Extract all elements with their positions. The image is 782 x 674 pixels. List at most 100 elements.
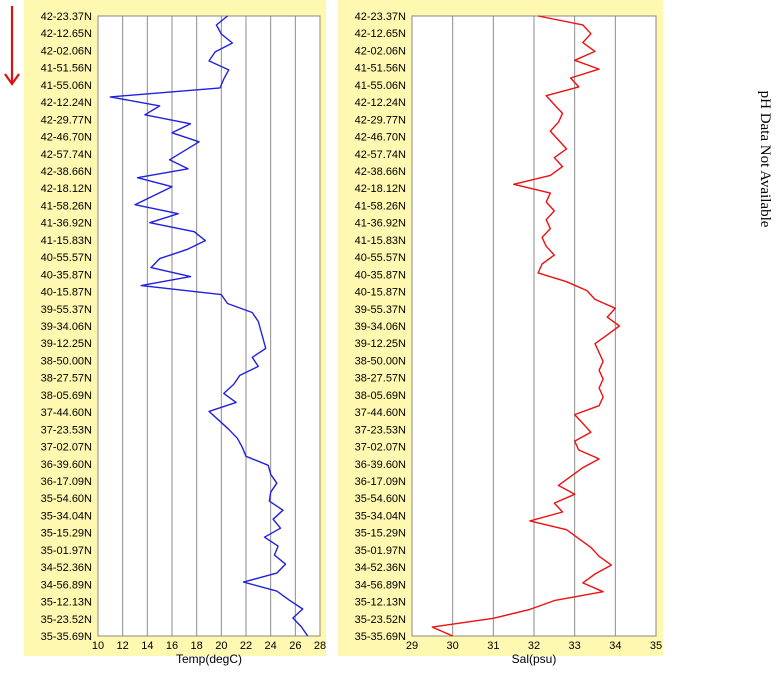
temp-y-tick-label: 42-02.06N (41, 45, 92, 57)
sal-x-tick-label: 34 (609, 640, 621, 652)
temp-x-tick-label: 18 (191, 640, 203, 652)
temp-x-axis-label: Temp(degC) (176, 652, 242, 666)
temp-y-tick-label: 40-35.87N (41, 269, 92, 281)
sal-y-tick-label: 35-54.60N (355, 493, 406, 505)
sal-x-tick-label: 35 (650, 640, 662, 652)
temp-y-tick-label: 35-01.97N (41, 545, 92, 557)
sal-y-tick-label: 36-17.09N (355, 476, 406, 488)
temp-y-tick-label: 42-23.37N (41, 11, 92, 23)
sal-y-tick-label: 42-38.66N (355, 166, 406, 178)
temp-y-tick-label: 42-29.77N (41, 114, 92, 126)
sal-series-line (431, 15, 621, 637)
temp-y-tick-label: 34-56.89N (41, 579, 92, 591)
sal-x-tick-label: 32 (528, 640, 540, 652)
sal-y-tick-label: 42-46.70N (355, 132, 406, 144)
temp-x-tick-label: 12 (117, 640, 129, 652)
sal-x-tick-label: 30 (447, 640, 459, 652)
temp-y-tick-label: 38-27.57N (41, 373, 92, 385)
temp-x-tick-label: 26 (289, 640, 301, 652)
sal-y-tick-label: 35-12.13N (355, 597, 406, 609)
temp-y-tick-label: 41-58.26N (41, 200, 92, 212)
sal-y-tick-label: 40-15.87N (355, 287, 406, 299)
temp-y-tick-label: 41-51.56N (41, 63, 92, 75)
sal-y-tick-label: 35-35.69N (355, 631, 406, 643)
sal-y-tick-label: 35-01.97N (355, 545, 406, 557)
sal-y-tick-label: 38-50.00N (355, 355, 406, 367)
temp-x-tick-label: 14 (141, 640, 153, 652)
temp-x-tick-label: 22 (240, 640, 252, 652)
sal-y-tick-label: 41-55.06N (355, 80, 406, 92)
sal-x-axis-label: Sal(psu) (512, 652, 557, 666)
temp-y-tick-label: 42-38.66N (41, 166, 92, 178)
temp-y-tick-label: 40-15.87N (41, 287, 92, 299)
temp-plot-area (97, 15, 321, 637)
temp-y-tick-label: 42-18.12N (41, 183, 92, 195)
temperature-chart: 10 12 14 16 18 20 22 24 26 28 Temp(degC) 42-23.37N 4… (24, 0, 326, 666)
sal-y-tick-label: 35-23.52N (355, 614, 406, 626)
temp-y-tick-label: 39-55.37N (41, 304, 92, 316)
temp-y-tick-label: 36-39.60N (41, 459, 92, 471)
direction-arrow-head (4, 73, 20, 86)
sal-y-tick-label: 38-05.69N (355, 390, 406, 402)
sal-y-tick-label: 39-12.25N (355, 338, 406, 350)
sal-y-tick-label: 35-15.29N (355, 528, 406, 540)
ph-unavailable-text: pH Data Not Available (757, 91, 773, 228)
temp-y-tick-label: 41-36.92N (41, 218, 92, 230)
sal-y-tick-label: 42-12.24N (355, 97, 406, 109)
temp-y-tick-label: 42-46.70N (41, 132, 92, 144)
salinity-chart: 29 30 31 32 33 34 35 Sal(psu) 42-23.37N 42-12.65N… (338, 0, 663, 666)
sal-y-tick-label: 42-29.77N (355, 114, 406, 126)
temp-y-tick-label: 38-05.69N (41, 390, 92, 402)
temp-x-tick-label: 28 (314, 640, 326, 652)
sal-y-tick-label: 35-34.04N (355, 510, 406, 522)
temp-y-tick-label: 34-52.36N (41, 562, 92, 574)
sal-y-tick-label: 42-57.74N (355, 149, 406, 161)
temp-y-tick-label: 40-55.57N (41, 252, 92, 264)
sal-y-tick-label: 37-02.07N (355, 442, 406, 454)
sal-y-tick-label: 41-36.92N (355, 218, 406, 230)
temp-x-tick-label: 24 (265, 640, 277, 652)
sal-y-tick-label: 41-15.83N (355, 235, 406, 247)
temp-y-tick-label: 42-12.65N (41, 28, 92, 40)
temp-y-tick-label: 35-12.13N (41, 597, 92, 609)
sal-y-tick-label: 40-55.57N (355, 252, 406, 264)
sal-y-tick-label: 39-34.06N (355, 321, 406, 333)
temp-y-tick-label: 35-23.52N (41, 614, 92, 626)
sal-y-tick-label: 37-44.60N (355, 407, 406, 419)
temp-y-tick-label: 35-15.29N (41, 528, 92, 540)
temp-y-tick-label: 42-57.74N (41, 149, 92, 161)
temp-y-tick-label: 39-34.06N (41, 321, 92, 333)
temp-y-tick-label: 35-34.04N (41, 510, 92, 522)
sal-y-tick-label: 40-35.87N (355, 269, 406, 281)
sal-y-tick-label: 39-55.37N (355, 304, 406, 316)
sal-y-tick-label: 38-27.57N (355, 373, 406, 385)
temp-series-line (109, 15, 309, 637)
sal-y-tick-label: 42-02.06N (355, 45, 406, 57)
temp-x-tick-label: 20 (215, 640, 227, 652)
sal-y-tick-label: 34-56.89N (355, 579, 406, 591)
sal-x-tick-label: 33 (569, 640, 581, 652)
temp-y-tick-label: 36-17.09N (41, 476, 92, 488)
temp-x-tick-label: 10 (92, 640, 104, 652)
temp-x-tick-label: 16 (166, 640, 178, 652)
sal-y-tick-label: 42-12.65N (355, 28, 406, 40)
sal-y-tick-label: 42-18.12N (355, 183, 406, 195)
sal-y-tick-label: 34-52.36N (355, 562, 406, 574)
temp-y-tick-label: 41-55.06N (41, 80, 92, 92)
sal-x-tick-label: 31 (487, 640, 499, 652)
sal-y-tick-label: 42-23.37N (355, 11, 406, 23)
temp-y-tick-label: 38-50.00N (41, 355, 92, 367)
sal-y-tick-label: 41-58.26N (355, 200, 406, 212)
temp-y-tick-label: 39-12.25N (41, 338, 92, 350)
temp-y-tick-label: 37-02.07N (41, 442, 92, 454)
temp-y-tick-label: 35-54.60N (41, 493, 92, 505)
temp-y-tick-label: 35-35.69N (41, 631, 92, 643)
temp-y-tick-label: 37-44.60N (41, 407, 92, 419)
sal-x-tick-label: 29 (406, 640, 418, 652)
sal-y-tick-label: 37-23.53N (355, 424, 406, 436)
temp-y-tick-label: 41-15.83N (41, 235, 92, 247)
temp-y-tick-label: 37-23.53N (41, 424, 92, 436)
temp-y-tick-label: 42-12.24N (41, 97, 92, 109)
sal-y-tick-label: 41-51.56N (355, 63, 406, 75)
